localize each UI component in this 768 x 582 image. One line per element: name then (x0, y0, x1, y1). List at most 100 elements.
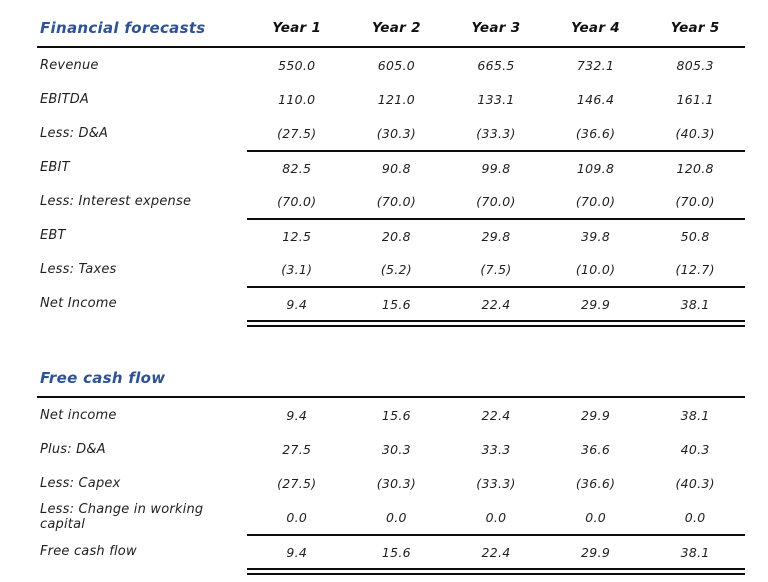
cell-value: 29.9 (581, 544, 611, 560)
total-double-rule (37, 568, 745, 575)
cell-value: 120.8 (676, 160, 714, 176)
financial-forecasts-table: Financial forecasts Year 1 Year 2 Year 3… (37, 10, 745, 327)
row-label: Less: Change in working capital (40, 502, 204, 532)
cell-value: 82.5 (282, 160, 312, 176)
cell-value: (10.0) (575, 261, 616, 277)
row-values: (70.0) (70.0) (70.0) (70.0) (70.0) (247, 184, 745, 218)
row-label: EBITDA (40, 91, 90, 107)
cell-value: 805.3 (676, 57, 714, 73)
free-cash-flow-header-row: Free cash flow (37, 360, 745, 398)
table-row: Less: Change in working capital 0.0 0.0 0.0… (37, 500, 745, 534)
cell-value: 90.8 (381, 160, 411, 176)
cell-value: 161.1 (676, 91, 714, 107)
cell-value: 0.0 (684, 509, 706, 525)
table-title: Free cash flow (40, 369, 166, 387)
row-values: (27.5) (30.3) (33.3) (36.6) (40.3) (247, 466, 745, 500)
cell-value: 29.9 (581, 296, 611, 312)
row-label: Net income (40, 407, 117, 423)
cell-value: (70.0) (376, 193, 417, 209)
table-row: Less: D&A (27.5) (30.3) (33.3) (36.6) (40.3) (37, 116, 745, 150)
cell-value: 9.4 (286, 296, 308, 312)
cell-value: (70.0) (476, 193, 516, 209)
cell-value: 12.5 (282, 228, 312, 244)
cell-value: (12.7) (675, 261, 715, 277)
row-label: Net Income (40, 295, 117, 311)
table-row: Less: Capex (27.5) (30.3) (33.3) (36.6) (40.3… (37, 466, 745, 500)
financial-forecasts-header-row: Financial forecasts Year 1 Year 2 Year 3… (37, 10, 745, 48)
cell-value: 605.0 (377, 57, 416, 73)
cell-value: 665.5 (477, 57, 515, 73)
cell-value: 38.1 (680, 296, 710, 312)
row-label: Revenue (40, 57, 99, 73)
row-values: 550.0 605.0 665.5 732.1 805.3 (247, 48, 745, 82)
cell-value: 38.1 (680, 407, 710, 423)
cell-value: (27.5) (277, 475, 317, 491)
row-values: 9.4 15.6 22.4 29.9 38.1 (247, 286, 745, 320)
table-row: Revenue 550.0 605.0 665.5 732.1 805.3 (37, 48, 745, 82)
cell-value: (40.3) (675, 475, 715, 491)
table-row: Less: Taxes (3.1) (5.2) (7.5) (10.0) (12.7) (37, 252, 745, 286)
cell-value: (40.3) (675, 125, 715, 141)
row-values: 9.4 15.6 22.4 29.9 38.1 (247, 398, 745, 432)
table-row: Plus: D&A 27.5 30.3 33.3 36.6 40.3 (37, 432, 745, 466)
cell-value: (7.5) (480, 261, 512, 277)
cell-value: 550.0 (278, 57, 316, 73)
cell-value: 0.0 (485, 509, 507, 525)
row-label: Less: Capex (40, 475, 121, 491)
cell-value: 30.3 (381, 441, 411, 457)
cell-value: 732.1 (576, 57, 615, 73)
cell-value: 121.0 (377, 91, 416, 107)
free-cash-flow-table: Free cash flow Net income 9.4 15.6 22.4 29.9… (37, 360, 745, 575)
cell-value: 9.4 (286, 407, 308, 423)
free-cash-flow-rows: Net income 9.4 15.6 22.4 29.9 38.1 Plus: D&A 27… (37, 398, 745, 568)
row-values: (27.5) (30.3) (33.3) (36.6) (40.3) (247, 116, 745, 150)
cell-value: (70.0) (575, 193, 616, 209)
cell-value: (70.0) (277, 193, 317, 209)
table-row: Net Income 9.4 15.6 22.4 29.9 38.1 (37, 286, 745, 320)
cell-value: (33.3) (476, 475, 516, 491)
table-row: EBT 12.5 20.8 29.8 39.8 50.8 (37, 218, 745, 252)
row-values: 110.0 121.0 133.1 146.4 161.1 (247, 82, 745, 116)
table-row: Net income 9.4 15.6 22.4 29.9 38.1 (37, 398, 745, 432)
row-values: 82.5 90.8 99.8 109.8 120.8 (247, 150, 745, 184)
cell-value: 29.8 (481, 228, 511, 244)
cell-value: (3.1) (281, 261, 313, 277)
table-row: Free cash flow 9.4 15.6 22.4 29.9 38.1 (37, 534, 745, 568)
cell-value: (36.6) (575, 475, 616, 491)
table-title: Financial forecasts (40, 19, 206, 37)
double-underline (247, 320, 745, 327)
row-label: EBIT (40, 159, 70, 175)
cell-value: 15.6 (381, 296, 411, 312)
row-values: 27.5 30.3 33.3 36.6 40.3 (247, 432, 745, 466)
column-header-year-3: Year 3 (471, 20, 521, 36)
cell-value: (36.6) (575, 125, 616, 141)
row-values: 12.5 20.8 29.8 39.8 50.8 (247, 218, 745, 252)
table-row: Less: Interest expense (70.0) (70.0) (70.0)… (37, 184, 745, 218)
cell-value: (30.3) (376, 125, 417, 141)
row-values: 0.0 0.0 0.0 0.0 0.0 (247, 500, 745, 534)
table-row: EBITDA 110.0 121.0 133.1 146.4 161.1 (37, 82, 745, 116)
cell-value: 40.3 (680, 441, 710, 457)
column-header-year-5: Year 5 (670, 20, 720, 36)
rule-spacer (37, 320, 247, 327)
cell-value: (33.3) (476, 125, 516, 141)
row-label: Less: Interest expense (40, 193, 192, 209)
cell-value: 133.1 (477, 91, 515, 107)
cell-value: 20.8 (381, 228, 411, 244)
total-double-rule (37, 320, 745, 327)
cell-value: 29.9 (581, 407, 611, 423)
cell-value: (5.2) (380, 261, 412, 277)
cell-value: (27.5) (277, 125, 317, 141)
cell-value: (30.3) (376, 475, 417, 491)
row-label: Plus: D&A (40, 441, 106, 457)
cell-value: 110.0 (278, 91, 316, 107)
cell-value: 0.0 (386, 509, 407, 525)
table-row: EBIT 82.5 90.8 99.8 109.8 120.8 (37, 150, 745, 184)
row-values: 9.4 15.6 22.4 29.9 38.1 (247, 534, 745, 568)
row-label: Less: Taxes (40, 261, 117, 277)
row-values: (3.1) (5.2) (7.5) (10.0) (12.7) (247, 252, 745, 286)
double-underline (247, 568, 745, 575)
cell-value: 22.4 (481, 407, 511, 423)
cell-value: 0.0 (286, 509, 308, 525)
